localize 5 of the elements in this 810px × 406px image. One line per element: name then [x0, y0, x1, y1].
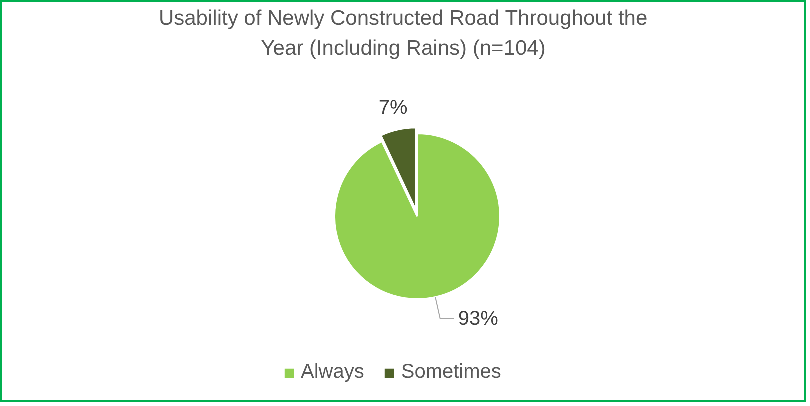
data-label: 93%: [458, 308, 499, 330]
legend-label: Always: [301, 361, 364, 384]
data-label: 7%: [378, 97, 408, 120]
chart-title: Usability of Newly Constructed Road Throughout the Year (Including Rains) (n=104): [158, 7, 648, 60]
legend-label: Sometimes: [401, 361, 502, 384]
